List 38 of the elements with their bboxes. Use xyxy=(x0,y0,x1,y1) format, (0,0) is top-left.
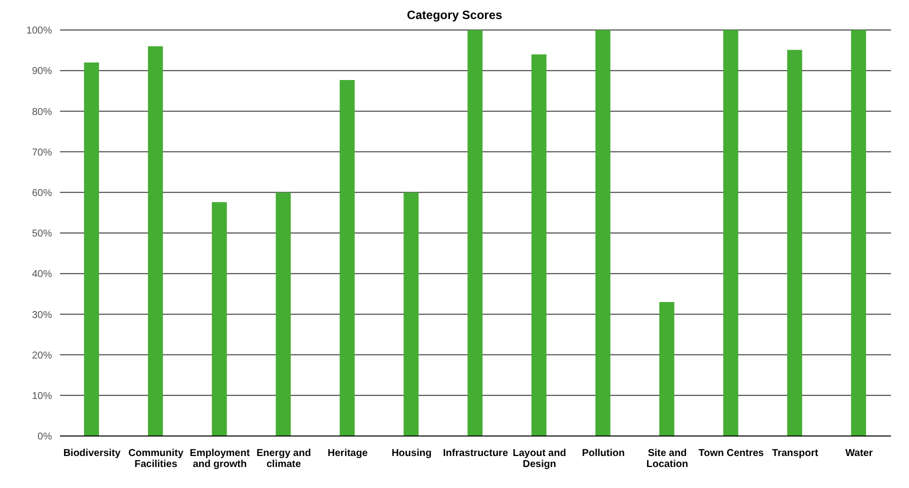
bar xyxy=(723,30,738,436)
y-tick-label: 100% xyxy=(26,26,52,37)
y-tick-label: 0% xyxy=(38,432,52,443)
y-tick-label: 10% xyxy=(32,390,52,402)
x-tick-label: Employment and growth xyxy=(190,448,250,470)
x-tick-label: Site and Location xyxy=(646,448,688,470)
x-tick-label: Infrastructure xyxy=(442,448,508,459)
x-tick-label: Water xyxy=(845,448,873,459)
bar xyxy=(404,192,419,436)
x-tick-label: Layout and Design xyxy=(512,448,566,470)
x-tick-label: Town Centres xyxy=(698,448,764,459)
bar xyxy=(851,30,866,436)
bar xyxy=(595,30,610,436)
bar xyxy=(468,30,483,436)
x-tick-label: Pollution xyxy=(582,448,625,459)
bar xyxy=(212,202,227,436)
x-tick-label: Energy and climate xyxy=(256,448,311,470)
x-tick-label: Biodiversity xyxy=(63,448,122,459)
x-tick-label: Transport xyxy=(772,448,819,459)
bar xyxy=(340,80,355,436)
y-tick-label: 60% xyxy=(32,188,52,199)
y-tick-label: 50% xyxy=(32,228,52,240)
x-tick-label: Heritage xyxy=(328,448,368,459)
y-tick-label: 90% xyxy=(32,66,52,78)
y-tick-label: 80% xyxy=(32,106,52,118)
y-tick-label: 30% xyxy=(32,310,52,321)
y-tick-label: 40% xyxy=(32,269,52,280)
y-tick-label: 70% xyxy=(32,147,52,158)
chart-title: Category Scores xyxy=(406,8,504,22)
bar xyxy=(276,192,291,436)
x-tick-label: Housing xyxy=(392,448,432,459)
x-tick-label: Community Facilities xyxy=(128,448,184,470)
bar xyxy=(84,62,99,436)
bar xyxy=(659,302,674,436)
bar xyxy=(148,46,163,436)
bar xyxy=(787,50,802,436)
bar xyxy=(531,54,546,436)
y-tick-label: 20% xyxy=(32,350,52,362)
